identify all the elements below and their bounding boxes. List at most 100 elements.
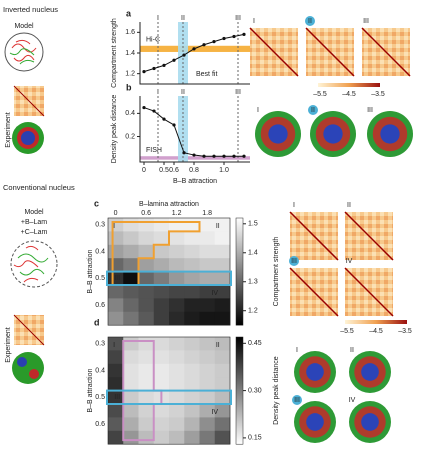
x-tick-label: 1.0 <box>219 167 229 174</box>
data-point <box>222 154 226 158</box>
model-label: Model <box>14 23 34 30</box>
map-diagonal <box>13 85 45 117</box>
map-diagonal <box>344 211 394 261</box>
heatmap-cell <box>108 363 124 378</box>
colorbar-tick-label: –3.5 <box>371 91 385 98</box>
heatmap-cell <box>214 430 231 445</box>
heatmap-cell <box>169 285 185 299</box>
heatmap-cell <box>138 311 155 326</box>
heatmap-cell <box>123 404 139 418</box>
heatmap-cell <box>169 337 185 351</box>
y-tick-label: 0.3 <box>95 222 105 229</box>
heatmap-cell <box>153 377 170 391</box>
heatmap-cell <box>184 231 200 246</box>
model-icon <box>13 245 39 283</box>
data-point <box>232 154 236 158</box>
data-point <box>232 34 236 39</box>
panel-letter: a <box>126 8 132 18</box>
heatmap-cell <box>108 258 124 272</box>
label-badge <box>308 105 318 115</box>
nucleus-label: II <box>350 347 354 354</box>
heatmap-cell <box>214 311 231 326</box>
heatmap-cell <box>138 285 155 299</box>
heatmap-cell <box>153 350 170 365</box>
heatmap-cell <box>184 337 200 351</box>
colorbar-tick-label: 1.3 <box>248 279 258 286</box>
heatmap-cell <box>214 404 231 418</box>
map-label: III <box>291 258 297 265</box>
data-point <box>202 154 206 158</box>
heatmap-cell <box>153 417 170 432</box>
heatmap-cell <box>108 231 124 246</box>
panel-letter: d <box>94 317 100 327</box>
colorbar-tick-label: –5.5 <box>340 328 354 335</box>
heatmap-cell <box>123 337 139 351</box>
x-tick-label: 0.8 <box>189 167 199 174</box>
heatmap-cell <box>184 377 200 391</box>
model-icon <box>11 39 37 62</box>
model-label: +C–Lam <box>21 229 48 236</box>
y-axis-label: Density peak distance <box>111 95 118 164</box>
heatmap-cell <box>153 430 170 445</box>
heatmap-cell <box>153 271 170 286</box>
y-tick-label: 0.4 <box>95 367 105 374</box>
heatmap-cell <box>199 271 216 286</box>
heatmap-cell <box>184 244 200 259</box>
heatmap-cell <box>184 430 200 445</box>
heatmap-cell <box>169 417 185 432</box>
heatmap-cell <box>214 417 231 432</box>
heatmap-cell <box>138 390 155 405</box>
y-tick-label: 0.6 <box>95 421 105 428</box>
heatmap-cell <box>138 231 155 246</box>
nucleus-image <box>306 413 324 431</box>
colorbar <box>235 336 244 445</box>
x-tick-label: 0 <box>142 167 146 174</box>
heatmap-cell <box>123 298 139 313</box>
nucleus-label: I <box>296 347 298 354</box>
colorbar <box>318 83 380 87</box>
colorbar-label: Density peak distance <box>273 356 280 425</box>
heatmap-cell <box>214 350 231 365</box>
map-diagonal <box>289 211 339 261</box>
heatmap-cell <box>108 377 124 391</box>
heatmap-cell <box>214 363 231 378</box>
y-tick-label: 1.6 <box>125 29 135 36</box>
heatmap-cell <box>138 218 155 232</box>
label-badge <box>292 395 302 405</box>
x-axis-label: B–B attraction <box>173 178 217 185</box>
heatmap-cell <box>108 285 124 299</box>
heatmap-cell <box>153 337 170 351</box>
heatmap-cell <box>214 218 231 232</box>
y-tick-label: 1.2 <box>125 71 135 78</box>
colorbar-tick-label: –4.5 <box>342 91 356 98</box>
y-tick-label: 0.5 <box>95 394 105 401</box>
heatmap-cell <box>184 285 200 299</box>
colorbar-label: Compartment strength <box>273 237 280 307</box>
cell-image <box>29 369 39 379</box>
axis <box>139 22 250 85</box>
heatmap-cell <box>169 350 185 365</box>
best-fit-box <box>106 389 232 406</box>
heatmap-cell <box>108 244 124 259</box>
nucleus-image <box>361 413 379 431</box>
y-axis-label: B–B attraction <box>87 369 94 413</box>
y-tick-label: 1.4 <box>125 50 135 57</box>
x-axis-label: B–lamina attraction <box>139 201 199 208</box>
colorbar-tick-label: 1.5 <box>248 221 258 228</box>
panel-letter: b <box>126 82 132 92</box>
annotation: III <box>235 89 241 96</box>
map-label: II <box>308 18 312 25</box>
cell-image <box>21 131 35 145</box>
heatmap-cell <box>169 311 185 326</box>
heatmap-cell <box>123 363 139 378</box>
band-label: FISH <box>146 147 162 154</box>
y-tick-label: 0.6 <box>95 302 105 309</box>
annotation: I <box>157 15 159 22</box>
heatmap-cell <box>184 417 200 432</box>
panel-letter: c <box>94 198 99 208</box>
cell-image <box>17 357 27 367</box>
y-tick-label: 0.4 <box>125 110 135 117</box>
map-label: II <box>347 202 351 209</box>
heatmap-cell <box>214 390 231 405</box>
